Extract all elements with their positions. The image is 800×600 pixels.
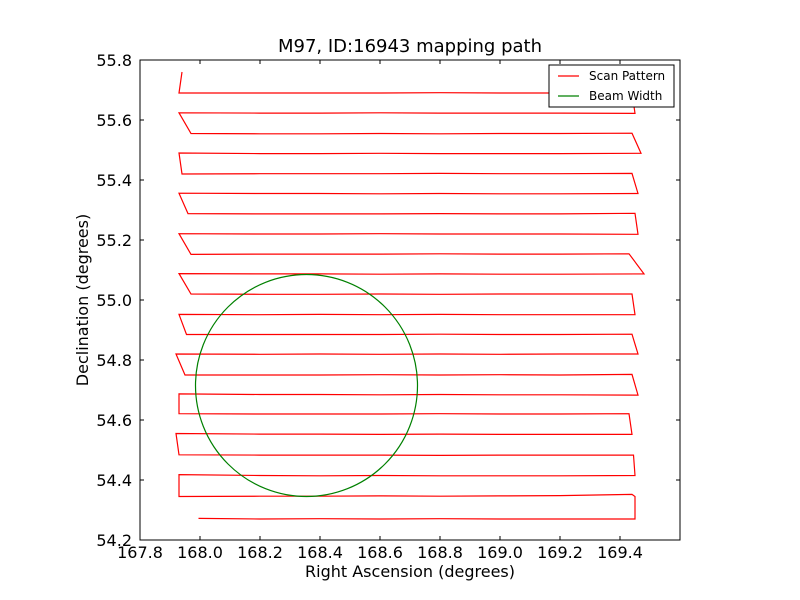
x-tick-label: 169.0 xyxy=(477,543,523,562)
y-tick-label: 54.6 xyxy=(96,411,132,430)
y-tick-label: 55.2 xyxy=(96,231,132,250)
series-circle-beam-width xyxy=(194,273,419,498)
legend-box xyxy=(548,64,675,108)
x-tick-label: 167.8 xyxy=(117,543,163,562)
y-tick-label: 55.8 xyxy=(96,51,132,70)
y-axis-label: Declination (degrees) xyxy=(73,214,92,386)
plot-series xyxy=(175,71,646,520)
legend: Scan Pattern Beam Width xyxy=(548,64,675,108)
legend-label: Beam Width xyxy=(589,89,662,103)
x-tick-label: 168.0 xyxy=(177,543,223,562)
x-tick-label: 169.2 xyxy=(537,543,583,562)
x-tick-label: 168.8 xyxy=(417,543,463,562)
x-axis-label: Right Ascension (degrees) xyxy=(305,562,515,581)
chart-title: M97, ID:16943 mapping path xyxy=(278,36,542,57)
axis-ticks: 167.8 168.0 168.2 168.4 168.6 168.8 169.0 169.2… xyxy=(96,51,680,562)
y-tick-label: 54.2 xyxy=(96,531,132,550)
y-tick-label: 55.4 xyxy=(96,171,132,190)
y-tick-label: 55.6 xyxy=(96,111,132,130)
x-tick-label: 168.4 xyxy=(297,543,343,562)
y-tick-label: 55.0 xyxy=(96,291,132,310)
x-tick-label: 169.4 xyxy=(597,543,643,562)
x-tick-label: 168.6 xyxy=(357,543,403,562)
y-tick-label: 54.4 xyxy=(96,471,132,490)
x-tick-label: 168.2 xyxy=(237,543,283,562)
legend-label: Scan Pattern xyxy=(589,69,665,83)
series-line-scan-pattern xyxy=(175,71,646,520)
y-tick-label: 54.8 xyxy=(96,351,132,370)
